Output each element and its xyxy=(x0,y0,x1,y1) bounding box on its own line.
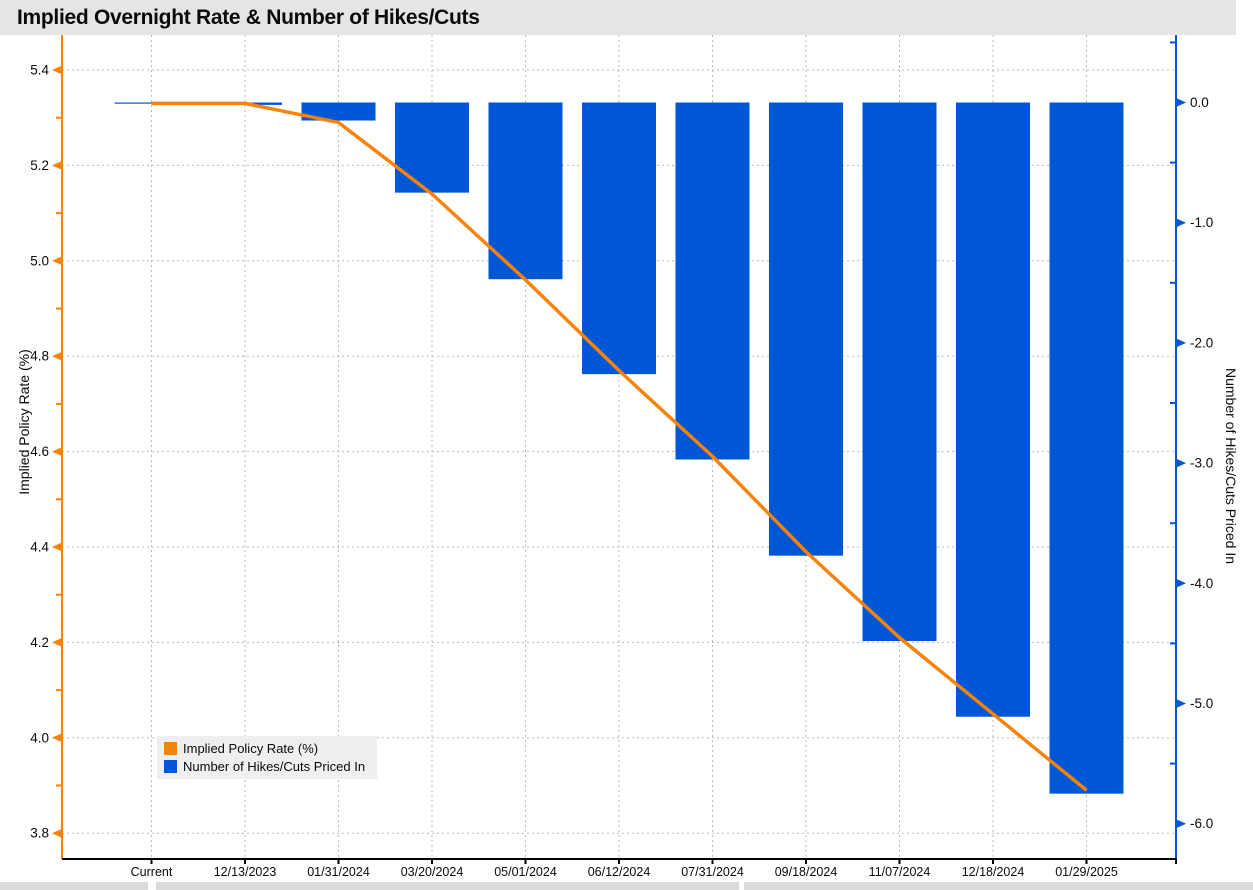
legend-item-hikes: Number of Hikes/Cuts Priced In xyxy=(164,759,365,774)
hikes-cuts-bar xyxy=(769,102,843,556)
x-axis-tick-label: 03/20/2024 xyxy=(401,865,464,879)
hikes-cuts-bar xyxy=(395,102,469,193)
left-axis-arrow-tick-icon xyxy=(52,637,62,647)
left-axis-tick-label: 4.6 xyxy=(30,444,49,459)
left-axis-tick-label: 3.8 xyxy=(30,826,49,841)
legend-swatch-hikes-icon xyxy=(164,760,177,773)
hikes-cuts-bar xyxy=(582,102,656,375)
right-axis-tick-label: -3.0 xyxy=(1190,456,1213,471)
left-axis-tick-label: 5.4 xyxy=(30,63,49,78)
hikes-cuts-bar xyxy=(675,102,750,460)
right-axis-tick-label: -5.0 xyxy=(1190,696,1213,711)
left-axis-arrow-tick-icon xyxy=(52,828,62,838)
right-axis-tick-label: -6.0 xyxy=(1190,816,1213,831)
left-axis-title: Implied Policy Rate (%) xyxy=(16,349,32,495)
right-axis-title: Number of Hikes/Cuts Priced In xyxy=(1223,368,1239,564)
legend-label-rate: Implied Policy Rate (%) xyxy=(183,741,319,756)
legend: Implied Policy Rate (%) Number of Hikes/… xyxy=(157,736,378,779)
left-axis-arrow-tick-icon xyxy=(52,733,62,743)
bottom-panel-strip-left xyxy=(0,882,148,890)
right-axis-tick-label: 0.0 xyxy=(1190,95,1209,110)
implied-rate-line xyxy=(151,101,1088,792)
left-axis-arrow-tick-icon xyxy=(52,256,62,266)
left-axis-tick-label: 5.0 xyxy=(30,253,49,268)
right-axis-arrow-tick-icon xyxy=(1176,699,1186,708)
hikes-cuts-bar xyxy=(488,102,563,280)
hikes-cuts-bar xyxy=(956,102,1030,717)
legend-swatch-rate-icon xyxy=(164,742,177,755)
bottom-panel-strip-middle xyxy=(156,882,739,890)
x-axis-tick-label: 01/29/2025 xyxy=(1055,865,1118,879)
left-axis-arrow-tick-icon xyxy=(52,542,62,552)
x-axis-tick-label: 11/07/2024 xyxy=(869,865,931,879)
x-axis-tick-label: Current xyxy=(131,865,173,879)
left-axis-tick-label: 5.2 xyxy=(30,158,49,173)
x-axis-tick-label: 09/18/2024 xyxy=(775,865,838,879)
right-axis-arrow-tick-icon xyxy=(1176,98,1186,107)
right-axis-tick-label: -2.0 xyxy=(1190,335,1213,350)
x-axis-tick-label: 06/12/2024 xyxy=(588,865,651,879)
x-axis-tick-label: 12/18/2024 xyxy=(962,865,1025,879)
right-axis-tick-label: -4.0 xyxy=(1190,576,1213,591)
x-axis-tick-label: 12/13/2023 xyxy=(214,865,277,879)
right-axis-arrow-tick-icon xyxy=(1176,578,1186,588)
left-axis-arrow-tick-icon xyxy=(52,447,62,457)
hikes-cuts-bar xyxy=(301,102,376,121)
hikes-cuts-bar xyxy=(862,102,937,641)
x-axis-tick-label: 05/01/2024 xyxy=(494,865,557,879)
left-axis-arrow-tick-icon xyxy=(52,351,62,361)
title-bar: Implied Overnight Rate & Number of Hikes… xyxy=(0,0,1236,35)
bottom-panel-strip-right xyxy=(744,882,1253,890)
right-axis-arrow-tick-icon xyxy=(1176,819,1186,829)
x-axis-tick-label: 01/31/2024 xyxy=(307,865,370,879)
legend-item-rate: Implied Policy Rate (%) xyxy=(164,741,365,756)
left-axis-tick-label: 4.0 xyxy=(30,730,49,745)
x-axis-tick-label: 07/31/2024 xyxy=(681,865,744,879)
legend-label-hikes: Number of Hikes/Cuts Priced In xyxy=(183,759,366,774)
hikes-cuts-bar xyxy=(1049,102,1124,794)
right-axis-arrow-tick-icon xyxy=(1176,458,1186,468)
right-axis-arrow-tick-icon xyxy=(1176,218,1186,228)
right-axis-tick-label: -1.0 xyxy=(1190,215,1213,230)
left-axis-tick-label: 4.2 xyxy=(30,635,49,650)
left-axis-arrow-tick-icon xyxy=(52,65,62,75)
left-axis-tick-label: 4.4 xyxy=(30,540,49,555)
left-axis-arrow-tick-icon xyxy=(52,160,62,170)
right-axis-arrow-tick-icon xyxy=(1176,338,1186,348)
chart-title: Implied Overnight Rate & Number of Hikes… xyxy=(17,5,480,29)
left-axis-tick-label: 4.8 xyxy=(30,349,49,364)
